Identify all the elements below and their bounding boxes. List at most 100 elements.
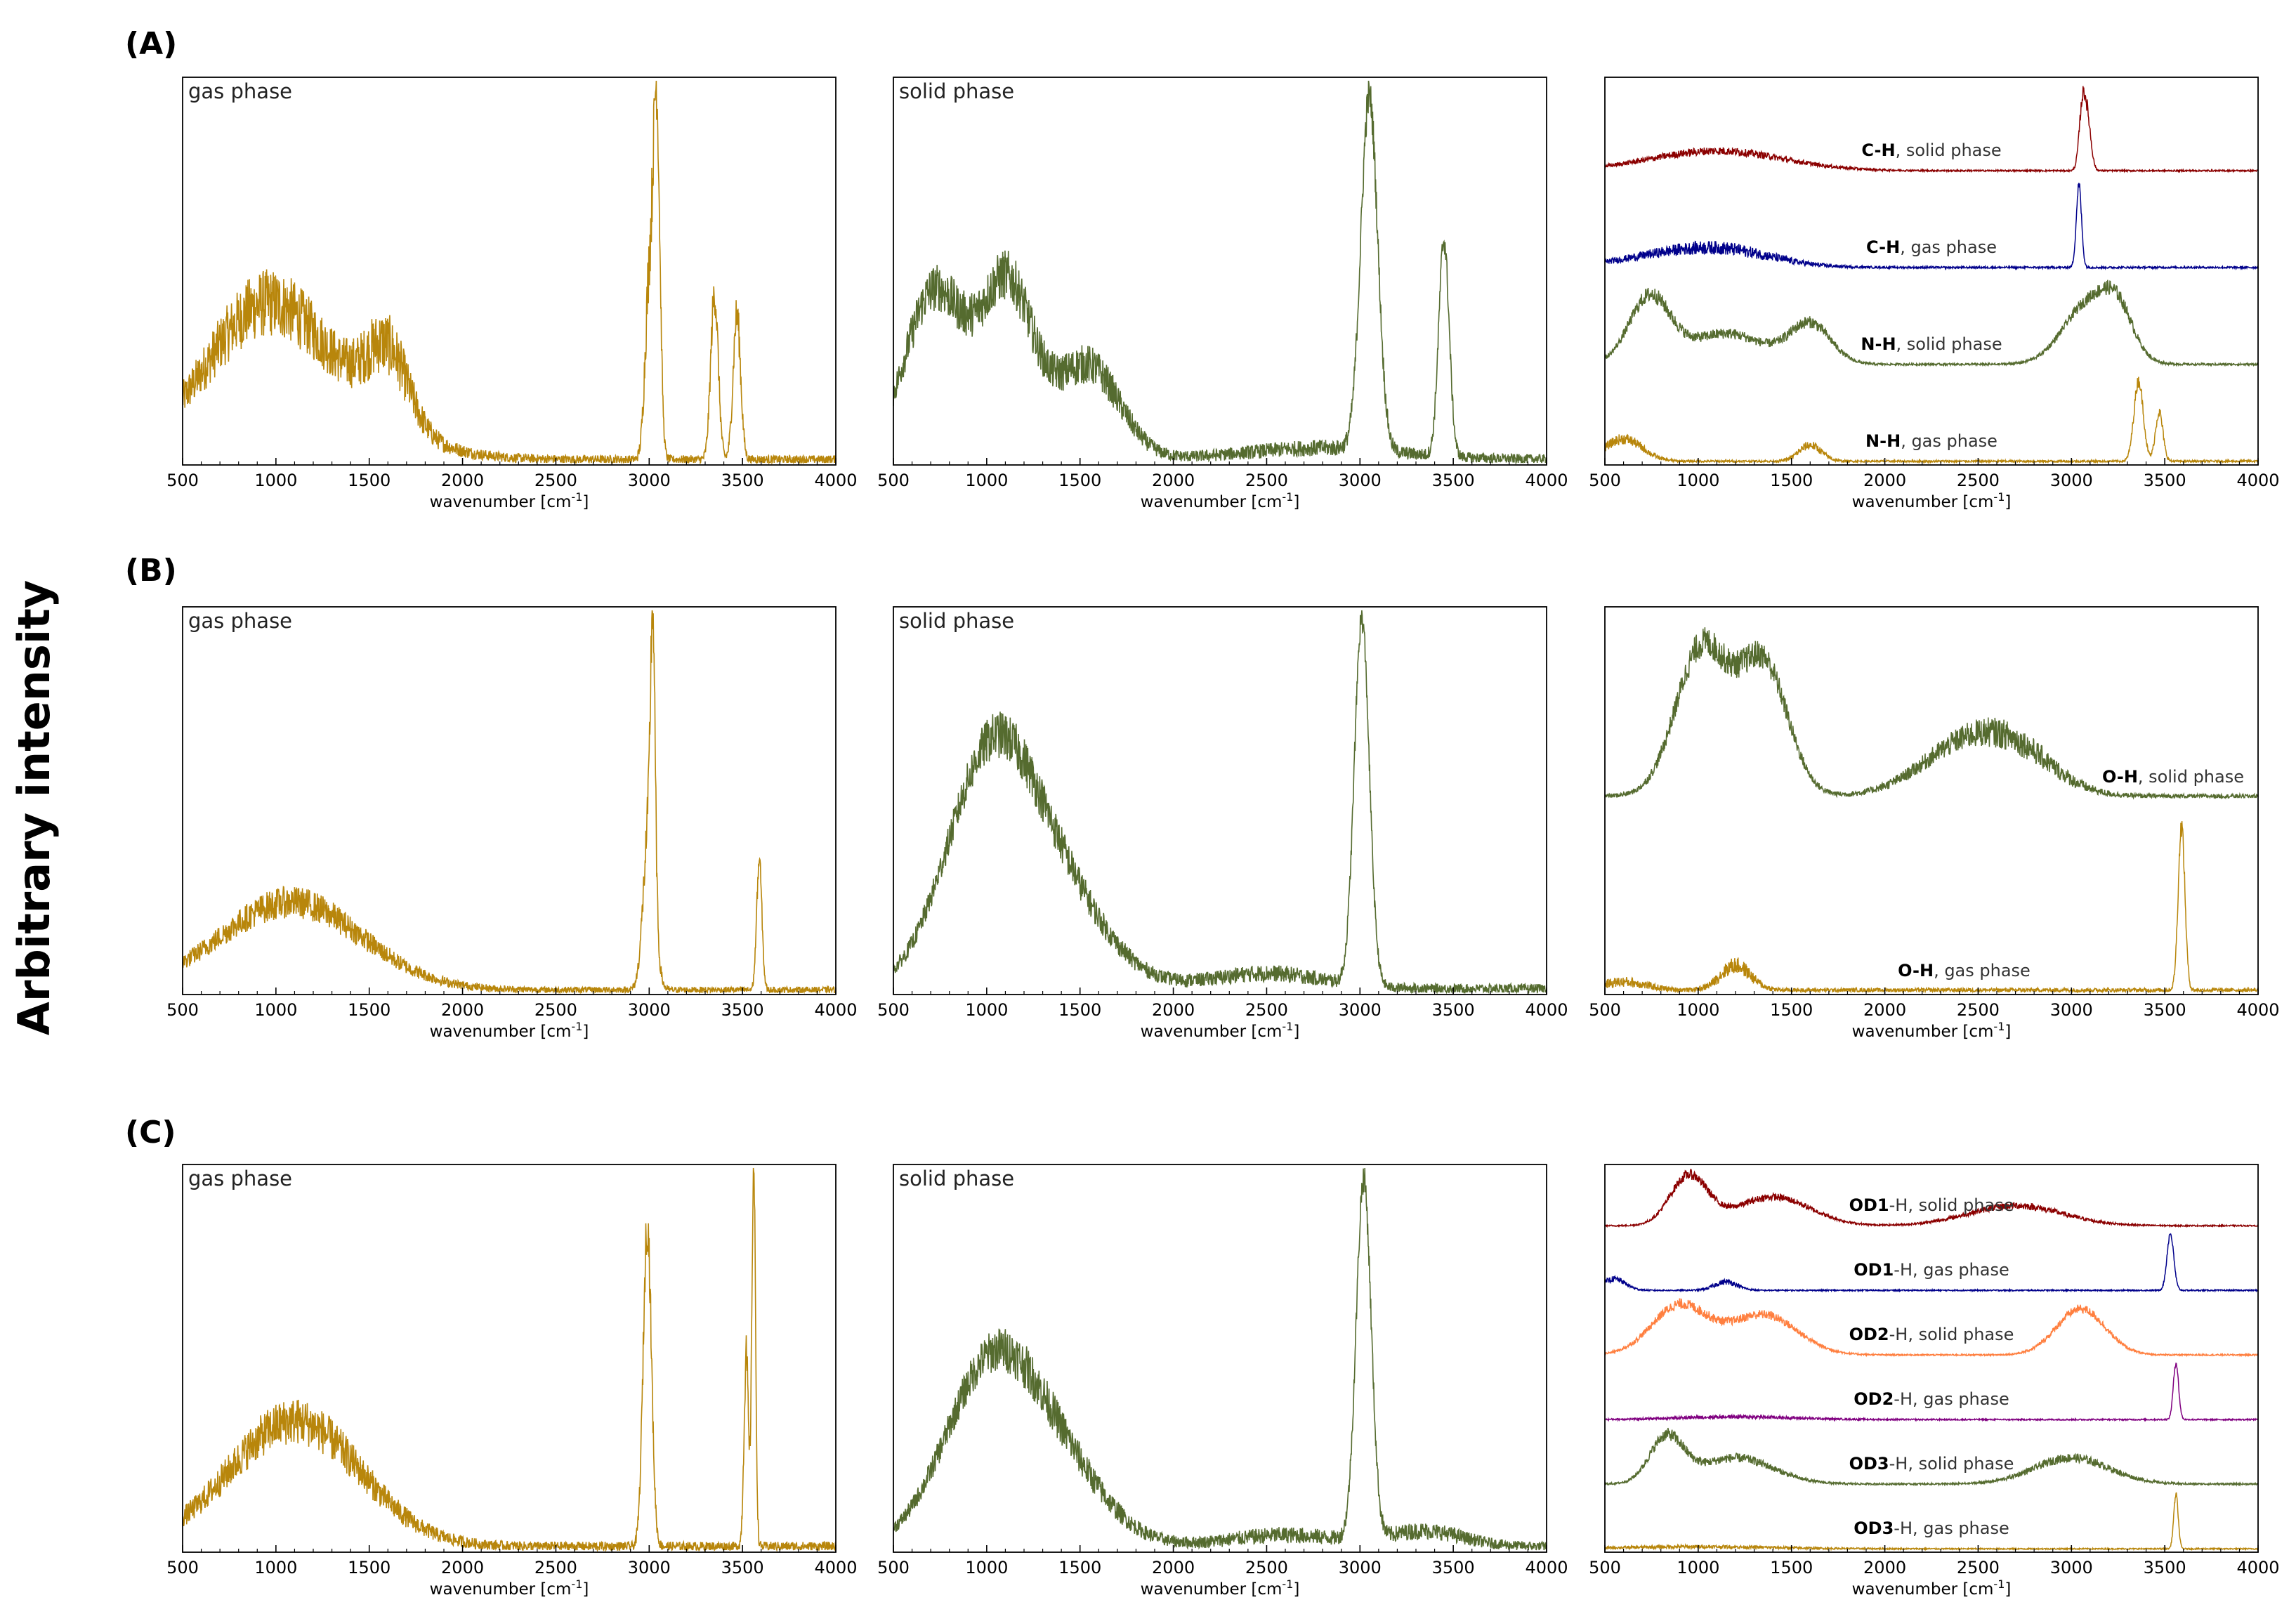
panel-inset-label: gas phase (188, 1167, 292, 1190)
x-tick-label: 4000 (2236, 471, 2279, 490)
x-tick-label: 500 (166, 1558, 199, 1577)
trace-label: OD2-H, gas phase (1854, 1389, 2009, 1409)
x-tick-label: 3500 (721, 471, 764, 490)
x-tick-label: 500 (1589, 471, 1621, 490)
x-tick-label: 3000 (2050, 471, 2093, 490)
trace-label: OD1-H, solid phase (1849, 1195, 2014, 1215)
x-axis-label: wavenumber [cm-1] (1141, 1577, 1300, 1599)
partial-spectrum-line (1604, 627, 2259, 800)
x-tick-label: 3500 (721, 1000, 764, 1020)
panel-A-3: C-H, solid phase C-H, gas phase N-H, solid… (1589, 77, 2280, 511)
x-tick-label: 1000 (254, 1000, 297, 1020)
x-tick-label: 500 (877, 1558, 910, 1577)
x-tick-label: 3000 (628, 471, 671, 490)
partial-spectrum-line (1604, 1169, 2259, 1228)
axes-frame (1604, 1164, 2259, 1553)
panel-inset-label: gas phase (188, 79, 292, 103)
x-tick-label: 1500 (1770, 471, 1813, 490)
axes-frame (1604, 77, 2259, 466)
x-tick-label: 1000 (965, 1558, 1008, 1577)
trace-label: OD1-H, gas phase (1854, 1260, 2009, 1280)
x-tick-label: 1000 (254, 471, 297, 490)
axes-frame (893, 77, 1547, 466)
x-tick-label: 1500 (1770, 1558, 1813, 1577)
x-tick-label: 2000 (441, 471, 484, 490)
x-tick-label: 4000 (814, 1000, 857, 1020)
x-axis-label: wavenumber [cm-1] (1852, 1020, 2012, 1041)
x-tick-label: 500 (166, 1000, 199, 1020)
x-tick-label: 500 (877, 471, 910, 490)
partial-spectrum-line (1604, 1427, 2259, 1487)
x-tick-label: 1000 (254, 1558, 297, 1577)
x-tick-label: 500 (877, 1000, 910, 1020)
trace-label: C-H, solid phase (1861, 140, 2001, 160)
trace-label: OD3-H, gas phase (1854, 1518, 2009, 1538)
trace-label: N-H, solid phase (1861, 334, 2002, 354)
panel-B-1: gas phase 500 1000 1500 2000 2500 3000 3500 4000… (166, 606, 858, 1041)
panel-A-2: solid phase 500 1000 1500 2000 2500 3000 3500 40… (877, 77, 1568, 511)
panel-inset-label: gas phase (188, 609, 292, 633)
x-tick-label: 2000 (441, 1000, 484, 1020)
row-label: (B) (125, 553, 177, 589)
partial-spectrum-line (1604, 1233, 2259, 1293)
spectrum-line (893, 1167, 1547, 1551)
x-axis-label: wavenumber [cm-1] (430, 490, 589, 511)
row-label: (A) (125, 26, 177, 62)
panel-inset-label: solid phase (899, 79, 1014, 103)
trace-label: OD2-H, solid phase (1849, 1325, 2014, 1344)
x-tick-label: 2500 (534, 1000, 577, 1020)
x-tick-label: 3500 (2144, 1000, 2186, 1020)
trace-label: C-H, gas phase (1866, 237, 1997, 257)
x-tick-label: 4000 (1525, 1558, 1568, 1577)
x-tick-label: 2000 (1152, 1558, 1195, 1577)
x-tick-label: 1500 (1058, 1558, 1101, 1577)
partial-spectrum-line (1604, 1492, 2259, 1551)
x-tick-label: 3500 (2144, 471, 2186, 490)
x-tick-label: 500 (1589, 1000, 1621, 1020)
x-tick-label: 2000 (1863, 471, 1906, 490)
x-axis-label: wavenumber [cm-1] (1141, 490, 1300, 511)
x-tick-label: 3500 (2144, 1558, 2186, 1577)
trace-label: N-H, gas phase (1865, 431, 1997, 451)
x-tick-label: 1500 (348, 1558, 391, 1577)
x-tick-label: 3000 (628, 1000, 671, 1020)
axes-frame (182, 606, 837, 995)
x-tick-label: 1000 (1677, 1558, 1719, 1577)
x-tick-label: 2000 (1863, 1558, 1906, 1577)
spectrum-line (182, 610, 837, 995)
partial-spectrum-line (1604, 183, 2259, 270)
x-tick-label: 3000 (628, 1558, 671, 1577)
x-tick-label: 2000 (1863, 1000, 1906, 1020)
row-label: (C) (125, 1115, 176, 1150)
x-tick-label: 3500 (1432, 1000, 1475, 1020)
spectrum-line (182, 1167, 837, 1553)
x-tick-label: 1500 (348, 471, 391, 490)
spectrum-line (182, 80, 837, 466)
panel-B-3: O-H, solid phase O-H, gas phase 500 1000 150… (1589, 606, 2280, 1041)
panel-inset-label: solid phase (899, 609, 1014, 633)
axes-frame (182, 77, 837, 466)
x-tick-label: 2500 (534, 1558, 577, 1577)
x-tick-label: 3000 (1339, 1000, 1382, 1020)
axes-frame (1604, 606, 2259, 995)
x-tick-label: 2500 (1245, 1558, 1288, 1577)
partial-spectrum-line (1604, 1298, 2259, 1358)
x-tick-label: 2500 (1957, 471, 2000, 490)
x-tick-label: 2500 (1957, 1000, 2000, 1020)
partial-spectrum-line (1604, 280, 2259, 367)
x-tick-label: 4000 (1525, 1000, 1568, 1020)
x-axis-label: wavenumber [cm-1] (430, 1577, 589, 1599)
x-tick-label: 500 (1589, 1558, 1621, 1577)
x-tick-label: 1500 (348, 1000, 391, 1020)
x-tick-label: 1500 (1058, 1000, 1101, 1020)
axes-frame (182, 1164, 837, 1553)
axes-frame (893, 1164, 1547, 1553)
x-axis-label: wavenumber [cm-1] (1852, 490, 2012, 511)
x-tick-label: 1000 (965, 1000, 1008, 1020)
x-tick-label: 3000 (1339, 471, 1382, 490)
partial-spectrum-line (1604, 376, 2259, 464)
panel-B-2: solid phase 500 1000 1500 2000 2500 3000 3500 40… (877, 606, 1568, 1041)
partial-spectrum-line (1604, 86, 2259, 173)
x-tick-label: 2000 (441, 1558, 484, 1577)
